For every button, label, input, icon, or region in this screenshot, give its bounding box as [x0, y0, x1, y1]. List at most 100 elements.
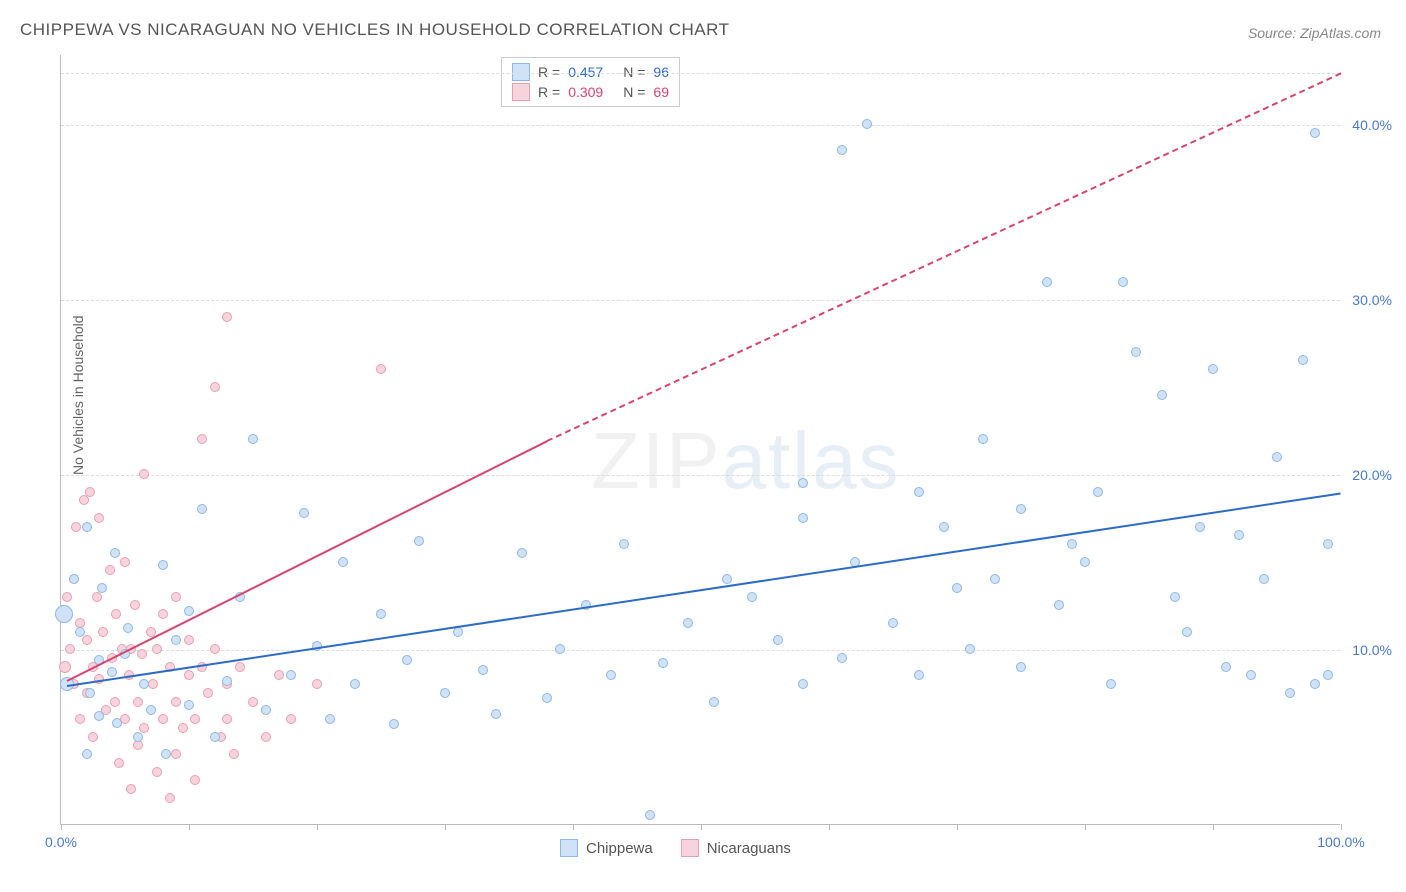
scatter-point	[79, 495, 89, 505]
scatter-point	[82, 635, 92, 645]
legend-label: Chippewa	[586, 840, 653, 857]
scatter-point	[59, 661, 71, 673]
scatter-point	[350, 679, 360, 689]
gridline	[61, 475, 1340, 476]
scatter-point	[82, 522, 92, 532]
scatter-point	[161, 749, 171, 759]
scatter-point	[82, 749, 92, 759]
scatter-point	[139, 469, 149, 479]
scatter-point	[978, 434, 988, 444]
scatter-point	[402, 655, 412, 665]
scatter-point	[190, 714, 200, 724]
regression-line	[67, 493, 1341, 687]
scatter-point	[184, 670, 194, 680]
scatter-point	[203, 688, 213, 698]
scatter-point	[773, 635, 783, 645]
scatter-point	[171, 592, 181, 602]
scatter-point	[55, 605, 73, 623]
gridline	[61, 650, 1340, 651]
scatter-point	[94, 711, 104, 721]
scatter-point	[722, 574, 732, 584]
scatter-point	[542, 693, 552, 703]
scatter-point	[148, 679, 158, 689]
x-tick	[701, 824, 702, 830]
scatter-point	[1131, 347, 1141, 357]
scatter-point	[1042, 277, 1052, 287]
chart-source: Source: ZipAtlas.com	[1248, 25, 1381, 41]
scatter-point	[1323, 539, 1333, 549]
scatter-point	[71, 522, 81, 532]
gridline	[61, 125, 1340, 126]
scatter-point	[197, 504, 207, 514]
scatter-point	[110, 548, 120, 558]
scatter-point	[248, 697, 258, 707]
scatter-point	[952, 583, 962, 593]
scatter-point	[1195, 522, 1205, 532]
x-tick	[1085, 824, 1086, 830]
legend: ChippewaNicaraguans	[560, 839, 791, 857]
scatter-point	[190, 775, 200, 785]
scatter-point	[1016, 662, 1026, 672]
scatter-point	[862, 119, 872, 129]
scatter-point	[1182, 627, 1192, 637]
scatter-point	[107, 667, 117, 677]
scatter-point	[184, 635, 194, 645]
scatter-point	[658, 658, 668, 668]
scatter-point	[837, 145, 847, 155]
scatter-point	[62, 592, 72, 602]
x-tick	[189, 824, 190, 830]
scatter-point	[120, 557, 130, 567]
scatter-point	[1208, 364, 1218, 374]
scatter-point	[798, 679, 808, 689]
stats-n-value: 69	[653, 84, 669, 100]
stats-r-value: 0.309	[568, 84, 603, 100]
scatter-point	[683, 618, 693, 628]
scatter-point	[619, 539, 629, 549]
scatter-point	[798, 513, 808, 523]
scatter-point	[1093, 487, 1103, 497]
scatter-point	[158, 714, 168, 724]
gridline	[61, 73, 1340, 74]
scatter-point	[1259, 574, 1269, 584]
scatter-point	[888, 618, 898, 628]
scatter-point	[110, 697, 120, 707]
x-tick	[829, 824, 830, 830]
gridline	[61, 300, 1340, 301]
scatter-point	[1234, 530, 1244, 540]
scatter-point	[1106, 679, 1116, 689]
scatter-point	[261, 732, 271, 742]
scatter-point	[178, 723, 188, 733]
scatter-point	[139, 679, 149, 689]
scatter-point	[210, 644, 220, 654]
y-tick-label: 20.0%	[1352, 467, 1392, 483]
scatter-point	[1298, 355, 1308, 365]
scatter-point	[914, 487, 924, 497]
scatter-point	[171, 635, 181, 645]
scatter-point	[133, 697, 143, 707]
chart-container: No Vehicles in Household ZIPatlas R = 0.…	[50, 55, 1380, 825]
scatter-point	[965, 644, 975, 654]
scatter-point	[133, 740, 143, 750]
scatter-point	[152, 767, 162, 777]
y-tick-label: 10.0%	[1352, 642, 1392, 658]
scatter-point	[389, 719, 399, 729]
y-tick-label: 40.0%	[1352, 117, 1392, 133]
scatter-point	[130, 600, 140, 610]
scatter-point	[75, 714, 85, 724]
scatter-point	[491, 709, 501, 719]
scatter-point	[98, 627, 108, 637]
scatter-point	[1221, 662, 1231, 672]
scatter-point	[1067, 539, 1077, 549]
x-tick	[61, 824, 62, 830]
scatter-point	[112, 718, 122, 728]
plot-area: ZIPatlas R = 0.457N = 96R = 0.309N = 69 …	[60, 55, 1340, 825]
scatter-point	[222, 676, 232, 686]
legend-item: Chippewa	[560, 839, 653, 857]
scatter-point	[798, 478, 808, 488]
scatter-point	[376, 609, 386, 619]
scatter-point	[606, 670, 616, 680]
scatter-point	[75, 627, 85, 637]
swatch	[560, 839, 578, 857]
x-tick-label: 100.0%	[1317, 834, 1364, 850]
regression-line	[547, 73, 1341, 442]
